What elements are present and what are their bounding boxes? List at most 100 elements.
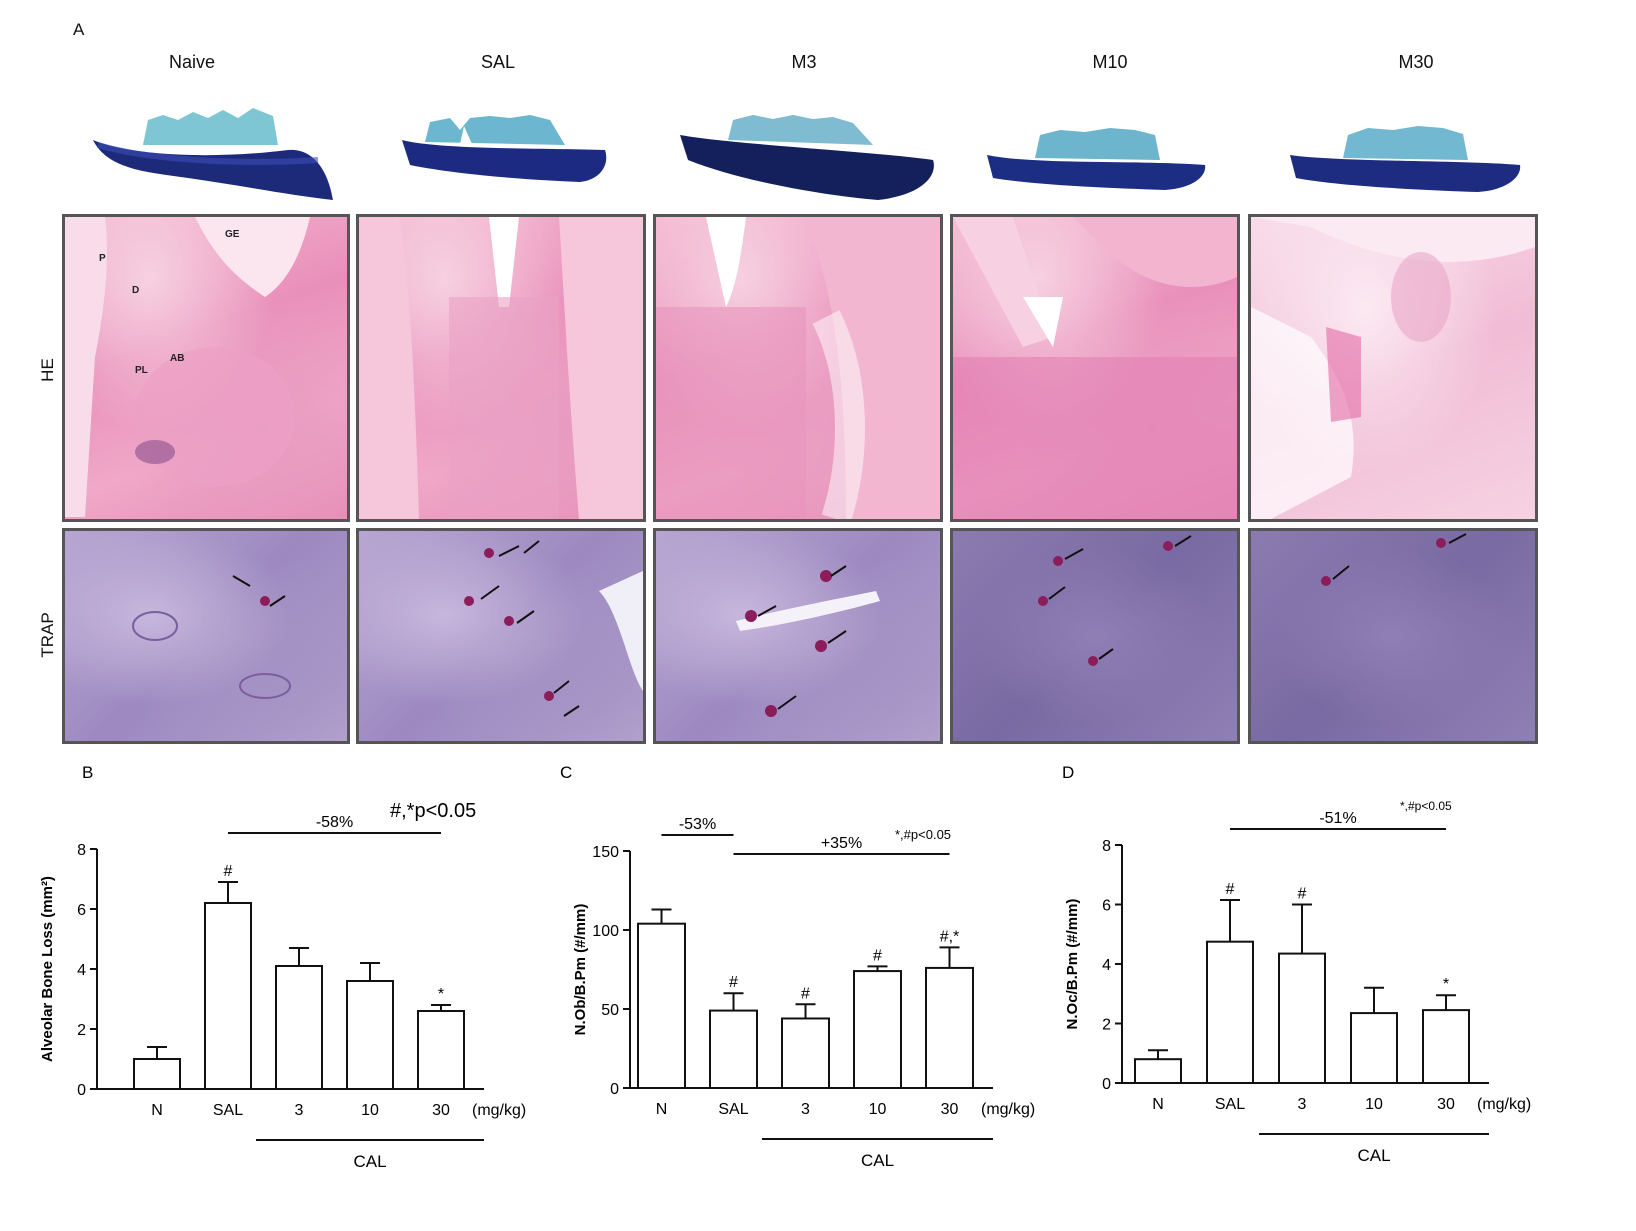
chart-b-bar-2 [275,965,323,1090]
he-tag-d: D [132,285,140,296]
chart-b-bracket-label-0: -58% [316,814,353,831]
chart-b-ylabel: Alveolar Bone Loss (mm²) [40,876,56,1062]
chart-b-mark-4: * [438,986,444,1003]
chart-b-ytick-label-0: 0 [77,1082,86,1099]
chart-b-unit: (mg/kg) [472,1102,526,1119]
chart-b-xtick-label-2: 3 [295,1102,304,1119]
chart-d-xtick-label-0: N [1152,1096,1164,1113]
jaw-photo-m3 [680,115,934,200]
chart-c-bar-0 [637,922,686,1089]
chart-b-bar-0 [133,1058,181,1090]
panel-b-letter: B [82,763,93,782]
chart-b-bar-1 [204,902,252,1090]
chart-d: D 0 2 4 6 8 N.Oc/B.Pm (#/mm) N # SAL #3 10 * 30 (mg/kg… [1062,763,1531,1165]
chart-c-unit: (mg/kg) [981,1101,1035,1118]
trap-image-m30 [1248,528,1538,744]
chart-d-ytick-label-4: 8 [1102,838,1111,855]
chart-c: C 0 50 100 150 N.Ob/B.Pm (#/mm) N # SAL #3 #10 #,* 3… [560,763,1035,1170]
he-tag-ge: GE [225,229,240,240]
chart-d-ylabel: N.Oc/B.Pm (#/mm) [1064,899,1081,1030]
jaw-photo-naive [93,108,333,200]
chart-c-bracket-label-0: -53% [679,816,716,833]
chart-c-bar-3 [853,970,902,1089]
row-label-he: HE [38,358,57,382]
column-label-m10: M10 [1092,52,1128,72]
row-label-trap: TRAP [38,612,57,658]
panel-c-letter: C [560,763,572,782]
he-tag-p: P [99,253,106,264]
chart-d-xtick-label-2: 3 [1298,1096,1307,1113]
chart-d-group-label: CAL [1357,1146,1390,1165]
chart-c-ytick-label-1: 50 [601,1002,619,1019]
chart-c-xtick-label-3: 10 [869,1101,887,1118]
chart-c-significance: *,#p<0.05 [895,827,951,842]
chart-b-ytick-label-3: 6 [77,902,86,919]
column-label-m30: M30 [1398,52,1434,72]
trap-image-m3 [653,528,943,744]
chart-b-xtick-label-3: 10 [361,1102,379,1119]
he-image-sal [356,214,646,522]
he-tag-pl: PL [135,365,148,376]
chart-d-bar-0 [1134,1058,1182,1085]
panel-d-letter: D [1062,763,1074,782]
chart-c-mark-1: # [729,974,738,991]
chart-b-bar-3 [346,980,394,1090]
trap-image-naive [62,528,350,744]
chart-d-xtick-label-3: 10 [1365,1096,1383,1113]
column-label-naive: Naive [168,52,216,72]
chart-d-ytick-label-2: 4 [1102,957,1111,974]
chart-b-ytick-label-4: 8 [77,842,86,859]
chart-c-xtick-label-0: N [656,1101,668,1118]
jaw-photo-m10 [987,128,1206,190]
column-label-sal: SAL [480,52,516,72]
chart-d-bracket-label-0: -51% [1319,810,1356,827]
chart-c-xtick-label-2: 3 [801,1101,810,1118]
chart-b: B 0 2 4 6 8 Alveolar Bone Loss (mm²) N # SAL 3 10 * 3… [40,763,526,1171]
chart-c-group-label: CAL [861,1151,894,1170]
chart-d-xtick-label-4: 30 [1437,1096,1455,1113]
trap-image-sal [356,528,646,744]
chart-b-xtick-label-0: N [151,1102,163,1119]
he-image-m10 [950,214,1240,522]
chart-d-bar-1 [1206,940,1254,1084]
chart-c-mark-4: #,* [940,928,960,945]
jaw-photo-sal [402,115,607,182]
he-image-naive: P D GE PL AB [62,214,350,522]
chart-c-mark-3: # [873,947,882,964]
chart-d-bar-3 [1350,1012,1398,1084]
chart-b-mark-1: # [224,863,233,880]
he-image-m3 [653,214,943,522]
panel-a-letter: A [73,20,85,39]
he-image-m30 [1248,214,1538,522]
trap-image-m10 [950,528,1240,744]
chart-d-significance: *,#p<0.05 [1400,799,1452,813]
chart-c-ytick-label-3: 150 [592,844,619,861]
chart-c-bar-2 [781,1017,830,1090]
chart-d-bar-2 [1278,952,1326,1084]
chart-b-xtick-label-4: 30 [432,1102,450,1119]
column-label-m3: M3 [791,52,817,72]
chart-c-ytick-label-0: 0 [610,1081,619,1098]
chart-b-significance: #,*p<0.05 [390,800,476,822]
chart-d-ytick-label-1: 2 [1102,1017,1111,1034]
chart-c-bar-1 [709,1009,758,1089]
chart-b-ytick-label-2: 4 [77,962,86,979]
chart-d-xtick-label-1: SAL [1215,1096,1245,1113]
chart-c-xtick-label-4: 30 [941,1101,959,1118]
chart-b-group-label: CAL [353,1152,386,1171]
chart-c-xtick-label-1: SAL [718,1101,748,1118]
chart-d-unit: (mg/kg) [1477,1096,1531,1113]
chart-d-ytick-label-0: 0 [1102,1076,1111,1093]
chart-c-mark-2: # [801,985,810,1002]
chart-d-mark-2: # [1298,886,1307,903]
chart-d-bar-4 [1422,1009,1470,1084]
jaw-photo-m30 [1290,126,1521,192]
chart-b-ytick-label-1: 2 [77,1022,86,1039]
chart-b-xtick-label-1: SAL [213,1102,243,1119]
chart-b-bar-4 [417,1010,465,1090]
chart-c-ytick-label-2: 100 [592,923,619,940]
chart-c-bracket-label-1: +35% [821,835,862,852]
chart-c-ylabel: N.Ob/B.Pm (#/mm) [572,904,589,1036]
chart-d-mark-1: # [1226,881,1235,898]
chart-d-ytick-label-3: 6 [1102,898,1111,915]
